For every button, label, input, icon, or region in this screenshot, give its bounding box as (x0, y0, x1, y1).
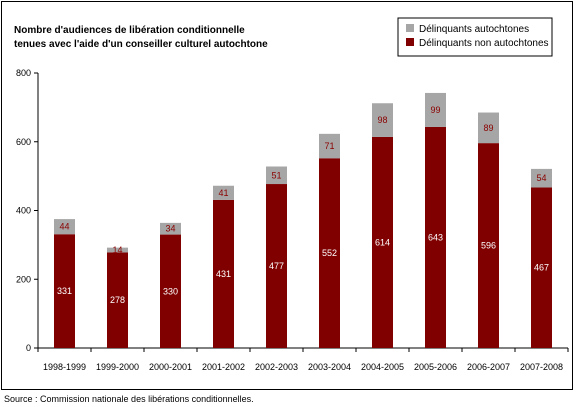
bar-autochtones (213, 185, 234, 200)
data-label-non-autochtones: 477 (269, 261, 284, 271)
x-tick-label: 2002-2003 (255, 362, 298, 372)
bar-autochtones (266, 166, 287, 185)
data-label-non-autochtones: 596 (481, 241, 496, 251)
data-label-autochtones: 14 (112, 245, 122, 255)
bar-non-autochtones (319, 158, 340, 348)
bar-non-autochtones (54, 234, 75, 348)
data-label-autochtones: 98 (377, 115, 387, 125)
data-label-non-autochtones: 614 (375, 237, 390, 247)
y-tick-label: 800 (16, 68, 31, 78)
data-label-autochtones: 89 (483, 123, 493, 133)
legend-swatch (406, 38, 414, 46)
data-label-autochtones: 34 (165, 224, 175, 234)
data-label-autochtones: 44 (59, 222, 69, 232)
data-label-autochtones: 71 (324, 141, 334, 151)
bar-non-autochtones (266, 184, 287, 348)
x-tick-label: 2003-2004 (308, 362, 351, 372)
data-label-non-autochtones: 431 (216, 269, 231, 279)
data-label-autochtones: 51 (271, 170, 281, 180)
y-tick-label: 400 (16, 206, 31, 216)
bar-autochtones (160, 222, 181, 235)
bar-autochtones (372, 103, 393, 137)
data-label-autochtones: 54 (536, 173, 546, 183)
x-tick-label: 2000-2001 (149, 362, 192, 372)
data-label-autochtones: 99 (430, 105, 440, 115)
x-tick-label: 2004-2005 (361, 362, 404, 372)
bar-non-autochtones (160, 234, 181, 348)
data-label-non-autochtones: 552 (322, 248, 337, 258)
data-label-non-autochtones: 330 (163, 286, 178, 296)
bar-non-autochtones (107, 252, 128, 348)
bar-non-autochtones (213, 199, 234, 348)
data-label-non-autochtones: 278 (110, 295, 125, 305)
y-tick-label: 200 (16, 274, 31, 284)
x-tick-label: 2001-2002 (202, 362, 245, 372)
legend-box (397, 17, 553, 57)
bar-autochtones (107, 247, 128, 253)
bar-autochtones (54, 219, 75, 235)
legend-label: Délinquants non autochtones (419, 38, 549, 49)
data-label-non-autochtones: 467 (534, 263, 549, 273)
x-tick-label: 2007-2008 (520, 362, 563, 372)
x-tick-label: 1999-2000 (96, 362, 139, 372)
legend-swatch (406, 24, 414, 32)
y-tick-label: 600 (16, 137, 31, 147)
data-label-autochtones: 41 (218, 188, 228, 198)
x-tick-label: 2006-2007 (467, 362, 510, 372)
bar-non-autochtones (425, 126, 446, 348)
x-tick-label: 2005-2006 (414, 362, 457, 372)
bar-autochtones (319, 133, 340, 159)
y-tick-label: 0 (26, 343, 31, 353)
chart-title-line-1: Nombre d'audiences de libération conditi… (14, 25, 245, 36)
bar-non-autochtones (531, 187, 552, 348)
data-label-non-autochtones: 331 (57, 286, 72, 296)
bar-non-autochtones (478, 143, 499, 348)
chart-title-line-2: tenues avec l'aide d'un conseiller cultu… (14, 39, 268, 50)
bar-autochtones (425, 92, 446, 127)
bar-autochtones (478, 112, 499, 144)
legend-label: Délinquants autochtones (419, 24, 529, 35)
data-label-non-autochtones: 643 (428, 232, 443, 242)
bar-autochtones (531, 168, 552, 188)
source-note: Source : Commission nationale des libéra… (4, 394, 254, 404)
bar-non-autochtones (372, 136, 393, 348)
x-tick-label: 1998-1999 (43, 362, 86, 372)
